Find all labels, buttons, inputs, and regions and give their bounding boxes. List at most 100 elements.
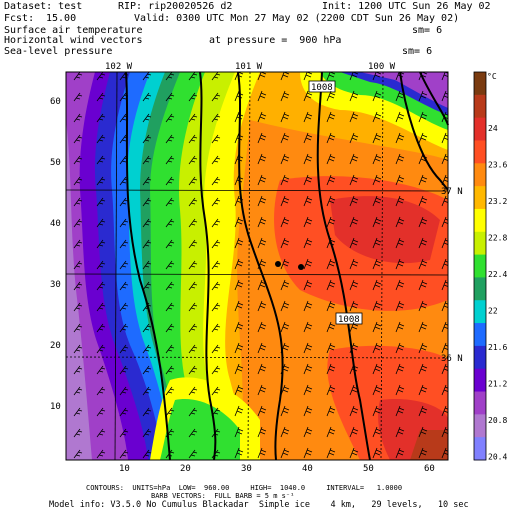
field-wind-pressure: at pressure = 900 hPa xyxy=(209,35,342,46)
wind-barb xyxy=(119,302,129,312)
wind-barb xyxy=(234,384,244,396)
wind-barb xyxy=(372,279,382,291)
wind-barb xyxy=(441,111,448,123)
wind-barb xyxy=(211,197,221,207)
wind-barb xyxy=(372,72,382,81)
wind-barb xyxy=(280,174,290,186)
colorbar-swatch xyxy=(474,437,486,461)
wind-barb xyxy=(96,344,106,354)
wind-barb xyxy=(280,111,290,123)
wind-barb xyxy=(441,321,448,333)
colorbar-swatch xyxy=(474,277,486,301)
colorbar-labels: 24 23.6 23.2 22.8 22.4 22 21.6 21.2 20.8 20.4 xyxy=(488,124,507,462)
wind-barb xyxy=(441,153,448,165)
wind-barb xyxy=(395,321,405,333)
wind-barb xyxy=(165,281,175,291)
colorbar xyxy=(473,71,487,461)
wind-barb xyxy=(280,405,290,417)
wind-barb xyxy=(165,239,175,249)
wind-barb xyxy=(349,195,359,207)
wind-barb xyxy=(418,153,428,165)
wind-barb xyxy=(418,132,428,144)
wind-barb xyxy=(119,113,129,123)
wind-barb xyxy=(211,218,221,228)
wind-barb xyxy=(211,302,221,312)
wind-barb xyxy=(303,216,313,228)
wind-barb xyxy=(142,72,152,81)
colorbar-swatch xyxy=(474,254,486,278)
wind-barb xyxy=(326,216,336,228)
wind-barb xyxy=(165,323,175,333)
wind-barb xyxy=(349,174,359,186)
wind-barb xyxy=(165,365,175,375)
wind-barb xyxy=(280,72,290,81)
wind-barb xyxy=(119,155,129,165)
wind-barb xyxy=(418,216,428,228)
wind-barb xyxy=(349,72,359,81)
wind-barb xyxy=(418,237,428,249)
wind-barb xyxy=(119,365,129,375)
lon-label-102w: 102 W xyxy=(105,62,133,72)
wind-barb xyxy=(165,218,175,228)
wind-barb xyxy=(211,134,221,144)
wind-barb xyxy=(234,321,244,333)
wind-barb xyxy=(188,218,198,228)
wind-barb xyxy=(326,258,336,270)
wind-barb xyxy=(211,176,221,186)
wind-barb xyxy=(326,195,336,207)
wind-barb xyxy=(142,113,152,123)
wind-barb xyxy=(257,321,267,333)
lat-label-36n: 36 N xyxy=(441,354,463,364)
field-slp: Sea-level pressure xyxy=(4,46,113,57)
wind-barb xyxy=(119,323,129,333)
wind-barb xyxy=(119,134,129,144)
wind-barb xyxy=(257,384,267,396)
x-axis: 10 20 30 40 50 60 xyxy=(119,464,435,474)
footer-barbs: BARB VECTORS: FULL BARB = 5 m s⁻¹ xyxy=(151,492,295,500)
wind-barb xyxy=(165,113,175,123)
wind-barb xyxy=(349,300,359,312)
wind-barb xyxy=(303,111,313,123)
wind-barb xyxy=(372,237,382,249)
wind-barb xyxy=(96,155,106,165)
wind-barb xyxy=(395,216,405,228)
wind-barb xyxy=(372,384,382,396)
wind-barb xyxy=(142,218,152,228)
wind-barb xyxy=(395,90,405,102)
wind-barb xyxy=(257,342,267,354)
wind-barb xyxy=(211,92,221,102)
wind-barb xyxy=(234,132,244,144)
wind-barb xyxy=(395,363,405,375)
wind-barb xyxy=(372,216,382,228)
wind-barb xyxy=(418,258,428,270)
wind-barb xyxy=(96,365,106,375)
wind-barb xyxy=(372,153,382,165)
wind-barb xyxy=(418,174,428,186)
wind-barb xyxy=(395,279,405,291)
wind-barb xyxy=(211,365,221,375)
wind-barb xyxy=(303,132,313,144)
wind-barb xyxy=(303,405,313,417)
wind-barb xyxy=(326,363,336,375)
wind-barb xyxy=(349,405,359,417)
wind-barb xyxy=(257,195,267,207)
y-axis: 10 20 30 40 50 60 xyxy=(50,97,61,412)
wind-barb xyxy=(119,344,129,354)
wind-barb xyxy=(280,279,290,291)
rip-label: RIP: rip20020526 d2 xyxy=(118,1,233,12)
wind-barb xyxy=(119,197,129,207)
wind-barb xyxy=(211,281,221,291)
wind-barb xyxy=(165,302,175,312)
y-tick: 30 xyxy=(50,280,61,290)
wind-barb xyxy=(73,428,83,438)
wind-barb xyxy=(280,153,290,165)
colorbar-tick: 23.2 xyxy=(488,197,507,206)
colorbar-swatch xyxy=(474,414,486,438)
wind-barb xyxy=(395,153,405,165)
wind-barb xyxy=(326,90,336,102)
wind-barb xyxy=(441,342,448,354)
wind-barb xyxy=(142,449,152,459)
wind-barb xyxy=(349,447,359,459)
wind-barb xyxy=(119,72,129,81)
wind-barb xyxy=(211,428,221,438)
